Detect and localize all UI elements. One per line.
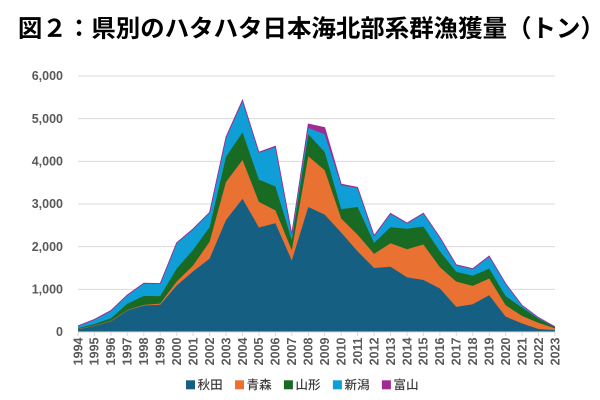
svg-text:2023: 2023 (548, 337, 562, 365)
svg-text:2022: 2022 (532, 337, 546, 365)
svg-text:1996: 1996 (104, 337, 118, 365)
svg-text:6,000: 6,000 (32, 69, 63, 83)
svg-text:3,000: 3,000 (32, 197, 63, 211)
svg-text:2,000: 2,000 (32, 240, 63, 254)
svg-text:2009: 2009 (318, 337, 332, 365)
svg-text:2014: 2014 (400, 337, 414, 365)
svg-text:1997: 1997 (121, 337, 135, 365)
svg-text:2016: 2016 (433, 337, 447, 365)
svg-text:2019: 2019 (483, 337, 497, 365)
svg-text:4,000: 4,000 (32, 155, 63, 169)
svg-text:2003: 2003 (219, 337, 233, 365)
svg-text:2005: 2005 (252, 337, 266, 365)
svg-text:2008: 2008 (302, 337, 316, 365)
svg-text:2006: 2006 (269, 337, 283, 365)
svg-text:2004: 2004 (236, 337, 250, 365)
svg-text:2017: 2017 (450, 337, 464, 365)
svg-text:1998: 1998 (137, 337, 151, 365)
svg-text:2015: 2015 (417, 337, 431, 365)
svg-text:0: 0 (56, 325, 63, 339)
svg-text:2020: 2020 (499, 337, 513, 365)
svg-text:2013: 2013 (384, 337, 398, 365)
svg-text:1999: 1999 (154, 337, 168, 365)
svg-text:1994: 1994 (71, 337, 85, 365)
svg-text:2000: 2000 (170, 337, 184, 365)
svg-text:2011: 2011 (351, 337, 365, 364)
svg-text:2012: 2012 (367, 337, 381, 365)
svg-text:1995: 1995 (88, 337, 102, 365)
svg-text:2001: 2001 (186, 337, 200, 365)
svg-text:2018: 2018 (466, 337, 480, 365)
svg-text:2010: 2010 (335, 337, 349, 365)
svg-text:5,000: 5,000 (32, 112, 63, 126)
svg-text:2021: 2021 (515, 337, 529, 365)
svg-text:2002: 2002 (203, 337, 217, 365)
svg-text:2007: 2007 (285, 337, 299, 365)
svg-text:1,000: 1,000 (32, 283, 63, 297)
